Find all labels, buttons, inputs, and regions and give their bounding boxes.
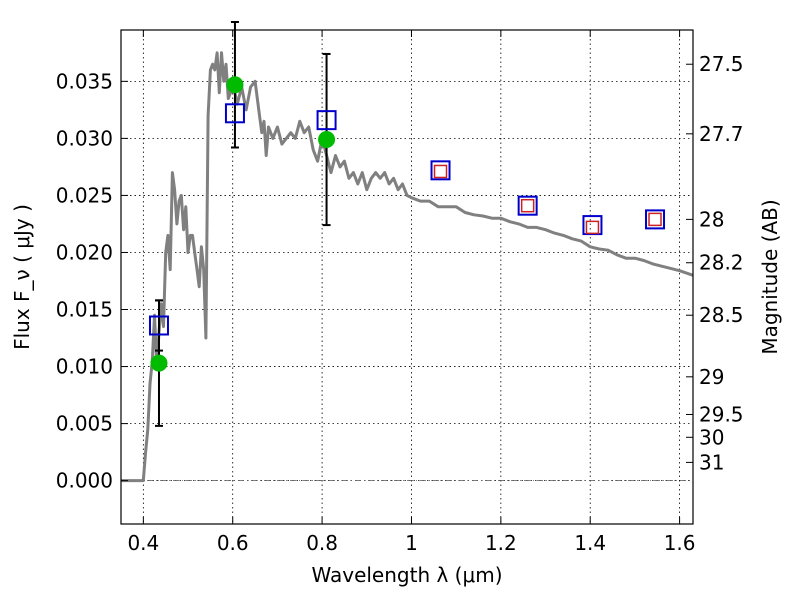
right-tick-label: 28.5	[699, 303, 744, 327]
y-axis-ticks: 0.000 0.005 0.010 0.015 0.020 0.025 0.030 0.035	[56, 69, 128, 493]
observed-flux-marker	[645, 209, 666, 230]
y-tick-label: 0.030	[56, 126, 113, 150]
model-flux-marker	[150, 354, 168, 372]
model-flux-marker	[226, 76, 244, 94]
x-tick-label: 1.2	[485, 531, 517, 555]
right-tick-label: 31	[699, 450, 724, 474]
model-flux-nir-marker	[585, 220, 600, 235]
y-tick-label: 0.025	[56, 183, 113, 207]
y-tick-label: 0.000	[56, 469, 113, 493]
right-axis-title: Magnitude (AB)	[758, 199, 782, 354]
data-markers	[148, 76, 666, 372]
x-tick-label: 1.6	[664, 531, 696, 555]
x-tick-label: 1.4	[574, 531, 606, 555]
observed-flux-marker	[430, 160, 451, 181]
model-flux-nir-marker	[433, 164, 448, 179]
right-tick-label: 28	[699, 207, 724, 231]
x-axis-title: Wavelength λ (μm)	[311, 563, 502, 587]
model-flux-nir-marker	[520, 198, 535, 213]
right-tick-label: 30	[699, 425, 724, 449]
y-tick-label: 0.020	[56, 240, 113, 264]
observed-flux-marker	[517, 195, 538, 216]
right-tick-label: 27.5	[699, 52, 744, 76]
right-tick-label: 29.5	[699, 402, 744, 426]
observed-flux-marker	[316, 110, 337, 131]
model-sed-line	[121, 51, 694, 483]
right-tick-label: 28.2	[699, 251, 744, 275]
x-tick-label: 0.6	[217, 531, 249, 555]
model-flux-nir-marker	[648, 212, 662, 227]
model-sed-line-group	[121, 51, 694, 483]
right-tick-label: 27.7	[699, 122, 744, 146]
y-axis-title: Flux F_ν ( μJy )	[10, 204, 34, 350]
observed-flux-marker	[148, 315, 169, 336]
x-tick-label: 1	[405, 531, 418, 555]
x-tick-label: 0.4	[127, 531, 159, 555]
observed-flux-marker	[224, 103, 245, 124]
y-tick-label: 0.010	[56, 355, 113, 379]
y-tick-label: 0.005	[56, 412, 113, 436]
x-axis-ticks: 0.4 0.6 0.8 1 1.2 1.4 1.6	[127, 30, 696, 555]
x-tick-label: 0.8	[306, 531, 338, 555]
model-flux-marker	[318, 131, 336, 149]
y-tick-label: 0.035	[56, 69, 113, 93]
right-tick-label: 29	[699, 365, 724, 389]
y-tick-label: 0.015	[56, 298, 113, 322]
plot-frame	[120, 29, 694, 525]
